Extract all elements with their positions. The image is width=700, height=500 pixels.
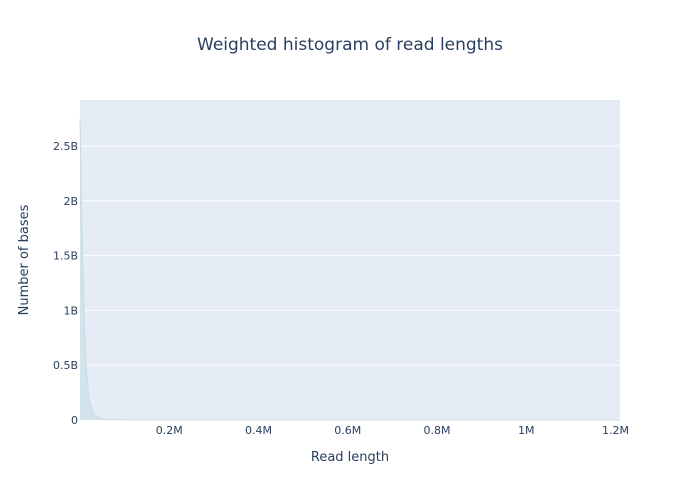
plot-background: [80, 100, 620, 420]
x-tick-labels: 0.2M 0.4M 0.6M 0.8M 1M 1.2M: [156, 424, 629, 437]
y-tick-label: 0.5B: [53, 359, 78, 372]
chart-title: Weighted histogram of read lengths: [197, 35, 503, 55]
series-layer: [79, 118, 620, 421]
y-tick-label: 2.5B: [53, 140, 78, 153]
x-tick-label: 0.2M: [156, 424, 183, 437]
y-tick-label: 1B: [63, 304, 78, 317]
x-axis-title: Read length: [311, 450, 389, 465]
x-tick-label: 0.8M: [424, 424, 451, 437]
y-axis-title: Number of bases: [17, 204, 32, 315]
y-tick-label: 0: [71, 414, 78, 427]
x-tick-label: 0.6M: [334, 424, 361, 437]
gridlines: [80, 145, 620, 366]
y-tick-labels: 0 0.5B 1B 1.5B 2B 2.5B: [53, 140, 78, 427]
y-tick-label: 1.5B: [53, 250, 78, 263]
series-line: [79, 118, 620, 421]
x-tick-label: 1.2M: [602, 424, 629, 437]
y-tick-label: 2B: [63, 195, 78, 208]
x-tick-label: 0.4M: [245, 424, 272, 437]
x-tick-label: 1M: [518, 424, 535, 437]
